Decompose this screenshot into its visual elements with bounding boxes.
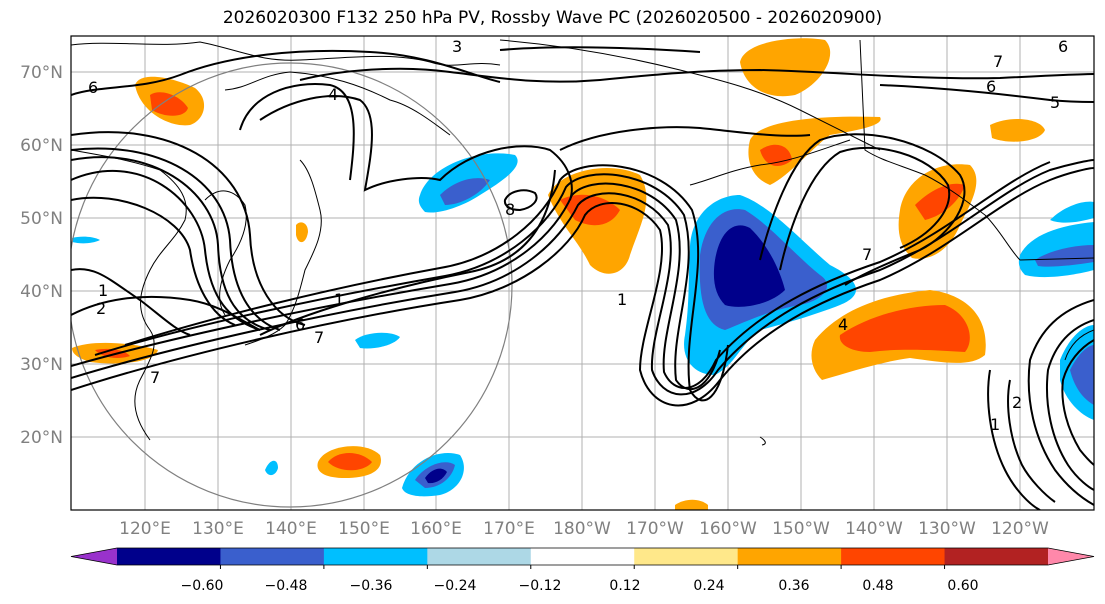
contour-label: 6 [295,315,305,334]
colorbar-tick-label: −0.12 [519,578,562,594]
colorbar-tick-labels: −0.60 −0.48 −0.36 −0.24 −0.12 0.12 0.24 … [181,578,979,594]
colorbar-swatch [427,548,532,565]
contour-label: 2 [1012,393,1022,412]
negative-anomalies [72,153,1094,497]
contour-labels: 6 3 4 7 6 5 6 7 1 2 6 7 1 8 1 4 7 1 2 [88,37,1068,434]
lon-label: 150°E [338,519,390,539]
colorbar [70,547,1095,569]
contour-label: 6 [1058,37,1068,56]
colorbar-swatch [530,548,635,565]
contour-label: 1 [334,290,344,309]
lon-label: 170°W [626,519,684,539]
colorbar-swatch [117,548,221,565]
colorbar-tick-label: 0.24 [693,578,724,594]
map-frame [70,35,1095,511]
colorbar-extend-min [71,548,117,565]
lon-label: 140°W [845,519,903,539]
colorbar-tick-label: 0.36 [778,578,809,594]
lat-label: 50°N [20,209,63,229]
contour-label: 7 [150,368,160,387]
gridlines [71,36,1094,510]
colorbar-tick-label: −0.24 [434,578,477,594]
colorbar-tick-label: 0.48 [862,578,893,594]
lat-label: 30°N [20,355,63,375]
lon-label: 130°W [918,519,976,539]
lon-label: 120°W [991,519,1049,539]
lon-label: 160°E [410,519,462,539]
contour-label: 3 [452,37,462,56]
contour-label: 2 [96,299,106,318]
colorbar-swatch [944,548,1049,565]
contour-label: 7 [993,52,1003,71]
lon-label: 120°E [119,519,171,539]
contour-label: 7 [314,328,324,347]
colorbar-tick-label: −0.48 [265,578,308,594]
great-circle [71,62,513,508]
contour-label: 6 [986,77,996,96]
lat-label: 40°N [20,282,63,302]
colorbar-outline [70,547,1095,566]
lat-label: 60°N [20,136,63,156]
colorbar-tick-label: −0.60 [181,578,224,594]
lon-label: 180°W [553,519,611,539]
colorbar-extend-max [1048,548,1094,565]
contour-label: 1 [990,415,1000,434]
contour-label: 6 [88,78,98,97]
pv-contours [71,46,1094,510]
contour-label: 5 [1050,93,1060,112]
latitude-labels: 70°N 60°N 50°N 40°N 30°N 20°N [20,63,63,448]
contour-label: 1 [98,281,108,300]
colorbar-swatch [323,548,428,565]
lon-label: 160°W [699,519,757,539]
contour-label: 1 [617,290,627,309]
lat-label: 20°N [20,428,63,448]
contour-label: 4 [838,315,848,334]
colorbar-swatch [737,548,842,565]
map-title: 2026020300 F132 250 hPa PV, Rossby Wave … [222,8,883,28]
contour-label: 8 [505,200,515,219]
colorbar-tick-label: 0.60 [947,578,978,594]
contour-label: 7 [862,245,872,264]
colorbar-swatch [841,548,946,565]
colorbar-swatch [634,548,739,565]
lon-label: 170°E [483,519,535,539]
lat-label: 70°N [20,63,63,83]
lon-label: 140°E [265,519,317,539]
longitude-labels: 120°E 130°E 140°E 150°E 160°E 170°E 180°… [119,519,1049,539]
colorbar-tick-label: −0.36 [350,578,393,594]
lon-label: 150°W [772,519,830,539]
colorbar-tick-label: 0.12 [609,578,640,594]
contour-label: 4 [328,85,338,104]
colorbar-swatch [220,548,325,565]
lon-label: 130°E [192,519,244,539]
